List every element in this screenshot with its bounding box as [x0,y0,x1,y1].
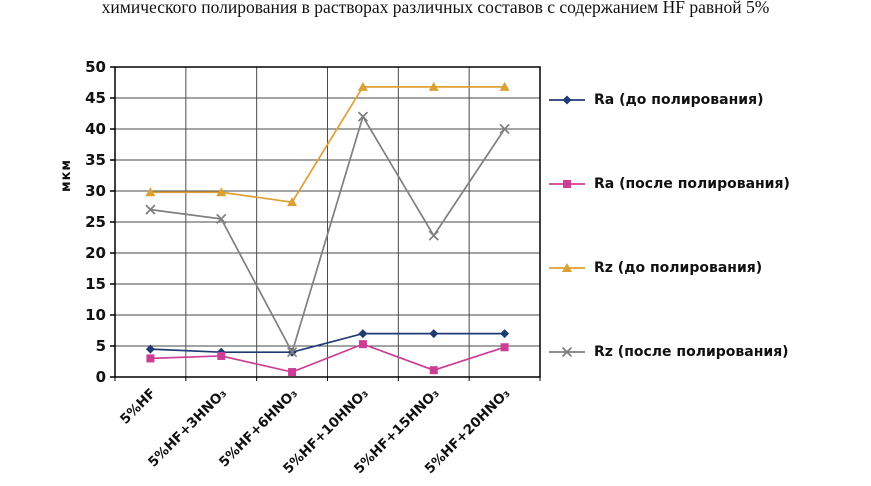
x-marker-icon [561,346,573,358]
diamond-marker-icon [358,329,368,339]
y-tick-label: 10 [85,306,106,324]
legend: Ra (до полирования) Ra (после полировани… [548,92,863,360]
x-marker-icon [145,204,156,215]
square-marker-icon [500,343,509,352]
line-chart: 051015202530354045505%HF5%HF+3HNO₃5%HF+6… [85,58,541,477]
diamond-marker-icon [500,329,510,339]
square-marker-icon [217,351,226,360]
triangle-marker-icon [287,197,298,207]
y-tick-label: 0 [96,368,106,386]
legend-item-rz-before: Rz (до полирования) [548,260,863,276]
x-marker-icon [428,230,439,241]
x-marker-icon [548,344,586,360]
diamond-marker-icon [145,344,155,354]
legend-item-ra-before: Ra (до полирования) [548,92,863,108]
diamond-marker-icon [429,329,439,339]
square-marker-icon [548,176,586,192]
x-marker-icon [357,111,369,122]
series-line [150,85,505,204]
triangle-marker-icon [499,81,510,91]
square-marker-icon [358,340,367,349]
x-marker-icon [216,213,227,225]
y-tick-label: 15 [85,275,106,293]
series-line [150,114,506,355]
diamond-marker-icon [562,95,572,105]
x-marker-icon [499,123,510,135]
chart-title: химического полирования в растворах разл… [101,0,770,17]
triangle-marker-icon [428,81,439,91]
square-marker-icon [146,354,155,363]
legend-label: Ra (после полирования) [594,176,790,192]
y-tick-label: 45 [85,89,106,107]
triangle-marker-icon [145,187,156,197]
legend-item-rz-after: Rz (после полирования) [548,344,863,360]
legend-label: Ra (до полирования) [594,92,764,108]
diamond-marker-icon [548,92,586,108]
square-marker-icon [563,180,571,188]
legend-label: Rz (после полирования) [594,344,789,360]
y-tick-label: 30 [85,182,106,200]
triangle-marker-icon [548,260,586,276]
legend-label: Rz (до полирования) [594,260,763,276]
triangle-marker-icon [562,263,572,272]
square-marker-icon [288,368,297,377]
y-tick-label: 5 [96,337,106,355]
triangle-marker-icon [357,81,368,91]
y-tick-label: 25 [85,213,106,231]
y-tick-label: 35 [85,151,106,169]
square-marker-icon [429,366,438,375]
series-line [150,332,505,354]
y-tick-label: 40 [85,120,106,138]
legend-item-ra-after: Ra (после полирования) [548,176,863,192]
y-tick-label: 50 [85,58,106,76]
x-tick-label: 5%HF [117,386,159,428]
x-marker-icon [286,347,298,358]
y-tick-label: 20 [85,244,106,262]
triangle-marker-icon [216,187,227,197]
series-line [150,343,505,373]
